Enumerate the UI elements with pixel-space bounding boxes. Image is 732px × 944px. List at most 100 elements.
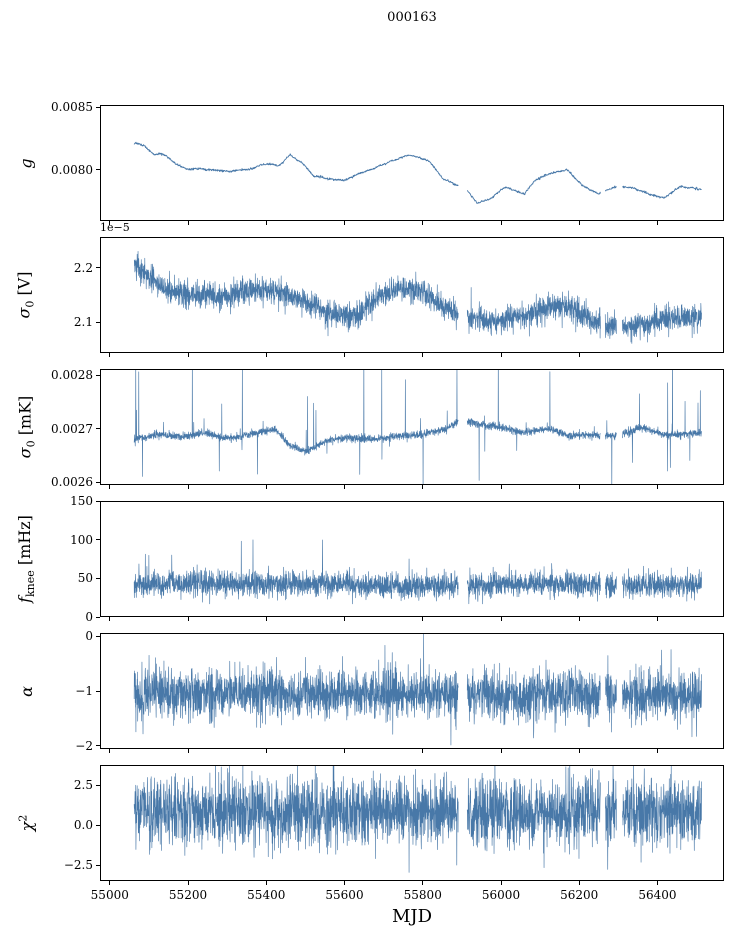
y-axis-label-4: fknee [mHz]	[15, 515, 37, 603]
panel-canvas-6	[101, 766, 723, 880]
y-tick-label: 2.5	[73, 778, 93, 792]
y-axis-label-5: α	[17, 686, 36, 697]
x-tick-mark	[109, 617, 111, 621]
y-axis-label-2: σ0 [V]	[15, 271, 37, 318]
x-tick-mark	[344, 881, 345, 885]
x-tick-mark	[109, 353, 111, 357]
y-tick-mark	[96, 635, 100, 637]
y-tick-label: −2.5	[63, 858, 93, 872]
y-axis-label-part: α	[16, 685, 36, 697]
y-tick-label: 0.0028	[51, 368, 93, 383]
y-tick-mark	[96, 539, 100, 541]
x-tick-mark	[109, 881, 111, 885]
plot-panel-1	[100, 105, 724, 221]
panel-canvas-2	[101, 238, 723, 352]
y-axis-label-part: g	[16, 157, 36, 169]
y-tick-mark	[96, 577, 100, 579]
y-axis-label-wrap-4: fknee [mHz]	[2, 501, 50, 617]
x-tick-mark	[187, 749, 189, 753]
x-tick-mark	[265, 221, 267, 225]
y-tick-label: 0.0026	[51, 475, 93, 489]
y-axis-label-wrap-2: σ0 [V]	[2, 237, 50, 353]
y-tick-label: 2.2	[73, 260, 93, 275]
y-tick-mark	[96, 106, 100, 108]
x-tick-mark	[578, 749, 580, 753]
y-axis-label-part: χ	[16, 821, 36, 832]
x-tick-label: 55000	[90, 888, 129, 902]
x-tick-mark	[109, 221, 111, 225]
y-axis-label-part: 0	[24, 440, 37, 448]
x-tick-mark	[344, 749, 345, 753]
x-tick-mark	[656, 353, 658, 357]
x-axis-label: MJD	[391, 906, 433, 927]
x-tick-mark	[422, 485, 424, 489]
y-tick-mark	[96, 690, 100, 692]
x-tick-mark	[422, 353, 424, 357]
x-tick-mark	[422, 221, 424, 225]
y-axis-label-wrap-1: g	[2, 105, 50, 221]
y-tick-label: 50	[77, 571, 93, 586]
x-tick-label: 55600	[325, 888, 364, 902]
x-tick-mark	[265, 353, 267, 357]
y-axis-label-wrap-5: α	[2, 633, 50, 749]
plot-panel-3	[100, 369, 724, 485]
x-tick-mark	[265, 881, 267, 885]
y-axis-label-part: [V]	[14, 271, 34, 301]
x-tick-mark	[578, 617, 580, 621]
plot-panel-5	[100, 633, 724, 749]
y-axis-label-part: [mHz]	[15, 515, 35, 571]
panel-canvas-3	[101, 370, 723, 484]
x-tick-mark	[500, 353, 502, 357]
y-tick-mark	[96, 864, 100, 866]
x-tick-mark	[344, 353, 345, 357]
x-tick-mark	[656, 485, 658, 489]
y-tick-mark	[96, 824, 100, 826]
x-tick-mark	[187, 881, 189, 885]
y-axis-label-part: σ	[15, 447, 34, 459]
y-tick-mark	[96, 784, 100, 786]
y-tick-mark	[96, 481, 100, 483]
x-tick-mark	[500, 881, 502, 885]
plot-panel-4	[100, 501, 724, 617]
x-tick-label: 55800	[403, 888, 442, 902]
y-tick-mark	[96, 745, 100, 747]
y-tick-label: 0	[85, 629, 93, 644]
y-tick-label: 0.0080	[51, 162, 93, 177]
y-axis-label-wrap-6: χ2	[2, 765, 50, 881]
x-tick-mark	[578, 881, 580, 885]
y-tick-label: 2.1	[73, 315, 93, 330]
y-axis-label-part: [mK]	[15, 395, 34, 441]
x-tick-mark	[656, 749, 658, 753]
x-tick-label: 56400	[638, 888, 677, 902]
x-tick-label: 56200	[560, 888, 599, 902]
x-tick-mark	[344, 221, 345, 225]
x-tick-mark	[500, 221, 502, 225]
panel-canvas-4	[101, 502, 723, 616]
y-tick-mark	[96, 374, 100, 376]
x-tick-label: 56000	[481, 888, 521, 902]
y-axis-label-part: f	[15, 596, 35, 603]
x-tick-mark	[344, 617, 345, 621]
y-tick-label: 0.0	[73, 818, 93, 832]
panel-canvas-1	[101, 106, 723, 220]
panel-canvas-5	[101, 634, 723, 748]
x-tick-mark	[422, 617, 424, 621]
x-tick-mark	[578, 485, 580, 489]
x-tick-mark	[187, 485, 189, 489]
x-tick-mark	[265, 617, 267, 621]
x-tick-mark	[109, 485, 111, 489]
y-axis-label-part: 2	[15, 814, 29, 822]
x-tick-mark	[265, 749, 267, 753]
x-tick-mark	[422, 749, 424, 753]
y-axis-label-3: σ0 [mK]	[15, 396, 37, 459]
x-tick-mark	[500, 485, 502, 489]
y-axis-label-part: 0	[23, 300, 37, 308]
y-tick-label: 150	[70, 494, 93, 508]
y-tick-label: 0.0085	[51, 100, 93, 115]
x-tick-mark	[422, 881, 424, 885]
y-tick-label: −2	[75, 738, 93, 753]
x-tick-label: 55200	[168, 888, 208, 902]
x-tick-mark	[187, 617, 189, 621]
chart-title: 000163	[387, 10, 437, 25]
